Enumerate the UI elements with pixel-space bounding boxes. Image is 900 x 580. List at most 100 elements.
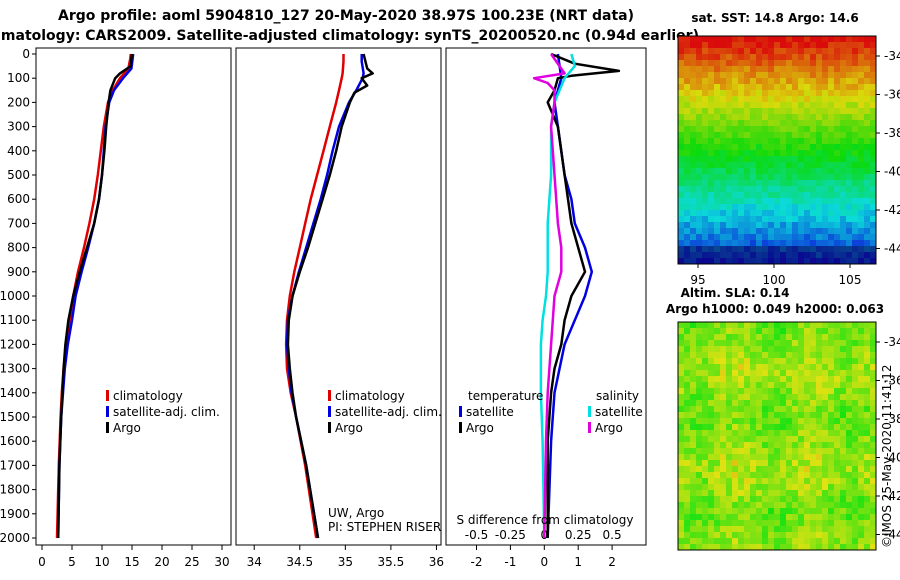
sst-cell <box>786 60 792 66</box>
sst-cell <box>864 138 870 144</box>
sst-cell <box>870 168 876 174</box>
sst-cell <box>696 102 702 108</box>
sst-cell <box>762 252 768 258</box>
sla-cell <box>840 322 846 328</box>
sla-cell <box>714 322 720 328</box>
sst-cell <box>798 216 804 222</box>
sla-cell <box>858 544 864 550</box>
sst-cell <box>834 126 840 132</box>
sla-cell <box>846 400 852 406</box>
sst-cell <box>846 114 852 120</box>
sla-cell <box>738 370 744 376</box>
sla-cell <box>858 442 864 448</box>
sst-cell <box>804 174 810 180</box>
sst-cell <box>744 138 750 144</box>
sst-cell <box>798 36 804 42</box>
sst-cell <box>816 186 822 192</box>
sla-cell <box>708 406 714 412</box>
sst-cell <box>834 90 840 96</box>
sla-cell <box>714 544 720 550</box>
sst-cell <box>720 102 726 108</box>
sla-cell <box>720 376 726 382</box>
sst-cell <box>690 150 696 156</box>
sla-cell <box>744 526 750 532</box>
depth-tick-label: 100 <box>7 71 30 85</box>
sst-cell <box>714 186 720 192</box>
sst-cell <box>696 120 702 126</box>
sla-cell <box>804 442 810 448</box>
sst-cell <box>702 108 708 114</box>
sla-cell <box>762 508 768 514</box>
sla-cell <box>774 484 780 490</box>
sst-cell <box>858 210 864 216</box>
sst-cell <box>696 108 702 114</box>
sla-cell <box>810 376 816 382</box>
sla-cell <box>804 484 810 490</box>
sst-cell <box>870 126 876 132</box>
sst-cell <box>768 228 774 234</box>
sla-cell <box>864 406 870 412</box>
sla-cell <box>822 472 828 478</box>
sla-cell <box>792 364 798 370</box>
sla-cell <box>804 328 810 334</box>
sla-cell <box>780 430 786 436</box>
sla-cell <box>852 328 858 334</box>
sla-cell <box>684 496 690 502</box>
sst-cell <box>864 126 870 132</box>
sla-cell <box>690 418 696 424</box>
sla-cell <box>834 460 840 466</box>
sla-cell <box>816 520 822 526</box>
sst-cell <box>714 204 720 210</box>
sla-cell <box>786 418 792 424</box>
sst-cell <box>696 246 702 252</box>
sst-cell <box>804 144 810 150</box>
sst-cell <box>726 198 732 204</box>
sla-cell <box>702 388 708 394</box>
sla-cell <box>864 442 870 448</box>
sst-cell <box>828 84 834 90</box>
sla-cell <box>834 430 840 436</box>
sst-cell <box>840 120 846 126</box>
sla-cell <box>804 334 810 340</box>
sst-cell <box>678 174 684 180</box>
sla-cell <box>852 358 858 364</box>
sla-cell <box>780 328 786 334</box>
sst-cell <box>822 204 828 210</box>
sla-cell <box>840 400 846 406</box>
sla-cell <box>714 352 720 358</box>
sla-cell <box>822 544 828 550</box>
sla-cell <box>822 442 828 448</box>
sla-cell <box>756 376 762 382</box>
sst-cell <box>732 72 738 78</box>
sla-cell <box>762 346 768 352</box>
legend-swatch-argo <box>328 422 331 433</box>
sla-cell <box>864 460 870 466</box>
sst-cell <box>738 156 744 162</box>
depth-tick-label: 1700 <box>0 458 30 472</box>
sla-cell <box>678 538 684 544</box>
sla-cell <box>864 532 870 538</box>
sla-cell <box>804 466 810 472</box>
sla-cell <box>834 358 840 364</box>
sla-cell <box>828 352 834 358</box>
sla-cell <box>858 400 864 406</box>
sla-cell <box>786 514 792 520</box>
sst-cell <box>684 252 690 258</box>
sla-cell <box>738 442 744 448</box>
sst-cell <box>798 246 804 252</box>
sla-cell <box>864 508 870 514</box>
sst-cell <box>690 234 696 240</box>
sla-cell <box>744 448 750 454</box>
sla-cell <box>726 532 732 538</box>
sst-cell <box>858 126 864 132</box>
sst-cell <box>714 54 720 60</box>
sst-cell <box>690 108 696 114</box>
depth-tick-label: 300 <box>7 120 30 134</box>
sst-cell <box>684 138 690 144</box>
sst-cell <box>828 66 834 72</box>
sst-cell <box>828 192 834 198</box>
sst-cell <box>750 108 756 114</box>
sla-cell <box>702 364 708 370</box>
sla-cell <box>744 496 750 502</box>
sla-cell <box>798 340 804 346</box>
